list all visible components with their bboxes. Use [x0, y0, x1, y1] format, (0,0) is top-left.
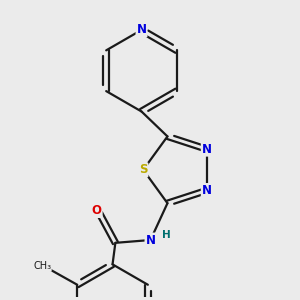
Text: N: N	[136, 23, 146, 37]
Text: N: N	[202, 184, 212, 197]
Text: O: O	[92, 204, 102, 217]
Text: N: N	[146, 233, 155, 247]
Text: CH₃: CH₃	[33, 261, 51, 271]
Text: H: H	[162, 230, 171, 241]
Text: N: N	[202, 143, 212, 156]
Text: S: S	[139, 163, 148, 176]
